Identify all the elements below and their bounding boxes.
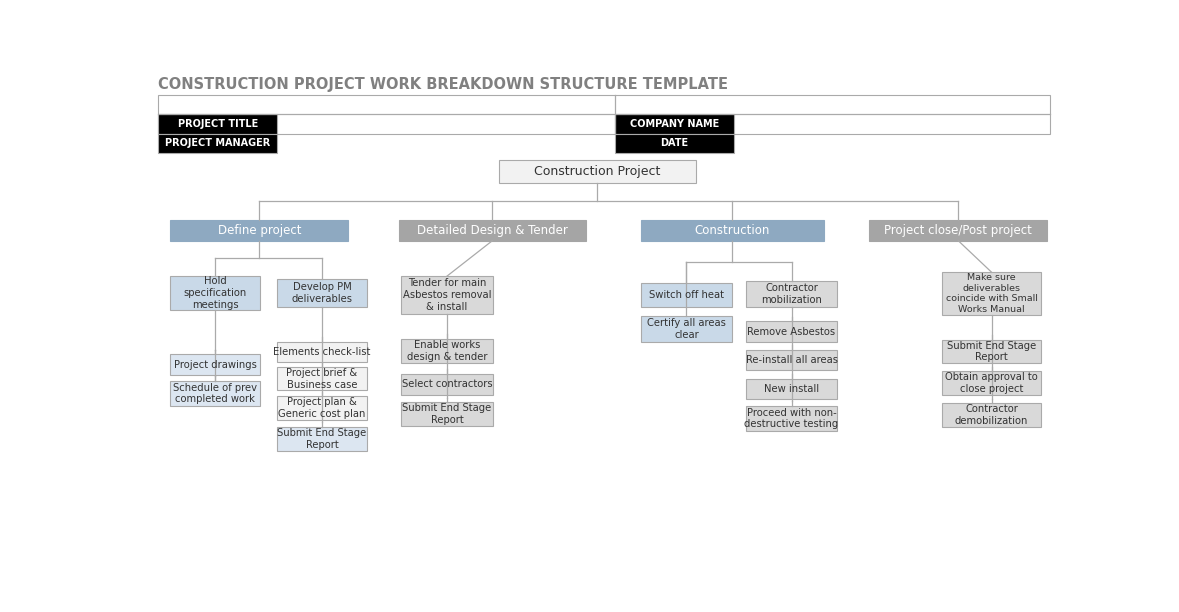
FancyBboxPatch shape bbox=[746, 379, 837, 398]
FancyBboxPatch shape bbox=[615, 134, 735, 153]
FancyBboxPatch shape bbox=[158, 114, 277, 134]
Text: PROJECT MANAGER: PROJECT MANAGER bbox=[165, 138, 270, 149]
FancyBboxPatch shape bbox=[746, 406, 837, 431]
Text: Develop PM
deliverables: Develop PM deliverables bbox=[291, 282, 353, 304]
FancyBboxPatch shape bbox=[746, 281, 837, 307]
Text: Enable works
design & tender: Enable works design & tender bbox=[407, 340, 487, 362]
FancyBboxPatch shape bbox=[942, 371, 1041, 395]
Text: Detailed Design & Tender: Detailed Design & Tender bbox=[417, 224, 568, 237]
Text: Remove Asbestos: Remove Asbestos bbox=[747, 327, 836, 337]
FancyBboxPatch shape bbox=[170, 276, 259, 310]
FancyBboxPatch shape bbox=[942, 272, 1041, 315]
FancyBboxPatch shape bbox=[277, 396, 367, 420]
FancyBboxPatch shape bbox=[746, 321, 837, 342]
Text: Construction: Construction bbox=[694, 224, 770, 237]
Text: PROJECT TITLE: PROJECT TITLE bbox=[178, 119, 258, 129]
FancyBboxPatch shape bbox=[641, 316, 732, 342]
Text: Re-install all areas: Re-install all areas bbox=[745, 355, 837, 365]
FancyBboxPatch shape bbox=[746, 349, 837, 370]
FancyBboxPatch shape bbox=[399, 220, 586, 241]
Text: Schedule of prev
completed work: Schedule of prev completed work bbox=[173, 382, 257, 404]
Text: Contractor
mobilization: Contractor mobilization bbox=[762, 283, 822, 305]
FancyBboxPatch shape bbox=[170, 354, 259, 375]
Text: Proceed with non-
destructive testing: Proceed with non- destructive testing bbox=[744, 408, 838, 429]
FancyBboxPatch shape bbox=[401, 339, 493, 364]
FancyBboxPatch shape bbox=[641, 283, 732, 307]
Text: Project close/Post project: Project close/Post project bbox=[884, 224, 1033, 237]
Text: Elements check-list: Elements check-list bbox=[274, 347, 370, 357]
Text: COMPANY NAME: COMPANY NAME bbox=[630, 119, 719, 129]
FancyBboxPatch shape bbox=[158, 134, 277, 153]
Text: Submit End Stage
Report: Submit End Stage Report bbox=[947, 341, 1036, 362]
Text: Hold
specification
meetings: Hold specification meetings bbox=[184, 277, 246, 310]
Text: Make sure
deliverables
coincide with Small
Works Manual: Make sure deliverables coincide with Sma… bbox=[946, 274, 1038, 313]
Text: Switch off heat: Switch off heat bbox=[648, 290, 724, 300]
FancyBboxPatch shape bbox=[277, 427, 367, 452]
Text: Select contractors: Select contractors bbox=[402, 379, 493, 389]
FancyBboxPatch shape bbox=[158, 95, 1050, 134]
FancyBboxPatch shape bbox=[942, 403, 1041, 427]
Text: Define project: Define project bbox=[218, 224, 301, 237]
Text: Project plan &
Generic cost plan: Project plan & Generic cost plan bbox=[278, 397, 365, 419]
Text: Contractor
demobilization: Contractor demobilization bbox=[955, 405, 1028, 426]
Text: CONSTRUCTION PROJECT WORK BREAKDOWN STRUCTURE TEMPLATE: CONSTRUCTION PROJECT WORK BREAKDOWN STRU… bbox=[158, 76, 729, 92]
FancyBboxPatch shape bbox=[277, 279, 367, 307]
Text: Project brief &
Business case: Project brief & Business case bbox=[286, 368, 357, 390]
FancyBboxPatch shape bbox=[170, 220, 349, 241]
Text: New install: New install bbox=[764, 384, 819, 394]
Text: Construction Project: Construction Project bbox=[534, 165, 660, 178]
FancyBboxPatch shape bbox=[641, 220, 823, 241]
Text: Submit End Stage
Report: Submit End Stage Report bbox=[402, 403, 492, 425]
FancyBboxPatch shape bbox=[277, 342, 367, 362]
Text: Obtain approval to
close project: Obtain approval to close project bbox=[946, 372, 1038, 394]
FancyBboxPatch shape bbox=[615, 114, 735, 134]
FancyBboxPatch shape bbox=[869, 220, 1047, 241]
Text: Project drawings: Project drawings bbox=[173, 360, 256, 370]
FancyBboxPatch shape bbox=[401, 374, 493, 395]
FancyBboxPatch shape bbox=[499, 160, 696, 183]
FancyBboxPatch shape bbox=[401, 402, 493, 426]
FancyBboxPatch shape bbox=[170, 381, 259, 406]
Text: DATE: DATE bbox=[660, 138, 689, 149]
Text: Certify all areas
clear: Certify all areas clear bbox=[647, 318, 726, 340]
FancyBboxPatch shape bbox=[942, 340, 1041, 364]
Text: Submit End Stage
Report: Submit End Stage Report bbox=[277, 428, 367, 450]
FancyBboxPatch shape bbox=[401, 276, 493, 314]
Text: Tender for main
Asbestos removal
& install: Tender for main Asbestos removal & insta… bbox=[403, 278, 492, 312]
FancyBboxPatch shape bbox=[277, 367, 367, 390]
